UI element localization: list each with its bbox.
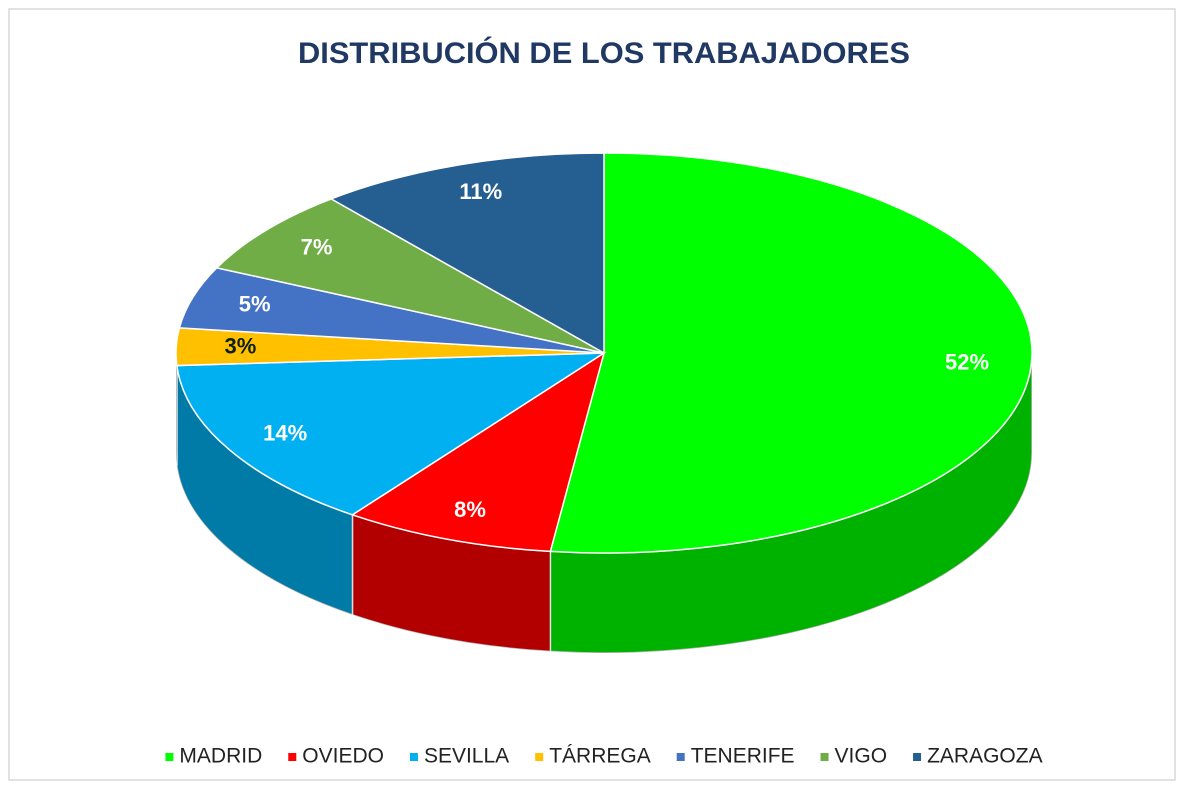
data-labels: 52% 8% 14% 3% 5% 7% 11% [224, 179, 989, 522]
slice [350, 351, 606, 553]
data-label: 52% [945, 349, 989, 374]
legend-label: OVIEDO [302, 745, 384, 768]
data-label: 8% [454, 497, 486, 522]
legend-swatch [535, 753, 544, 761]
legend-swatch [288, 753, 297, 761]
slice [215, 198, 605, 354]
legend: MADRID OVIEDO SEVILLA TÁRREGA TENERIFE VIGO ZA… [165, 745, 1043, 768]
legend-swatch [409, 753, 418, 761]
legend-label: MADRID [179, 745, 262, 768]
slice [549, 152, 1033, 554]
data-label: 14% [263, 421, 307, 446]
chart-title: DISTRIBUCIÓN DE LOS TRABAJADORES [298, 36, 910, 70]
legend-label: TENERIFE [691, 745, 795, 768]
slice-side-shade [176, 353, 177, 466]
legend-label: TÁRREGA [549, 745, 651, 768]
legend-label: VIGO [835, 745, 888, 768]
slice-side-shade [352, 514, 551, 652]
legend-swatch [165, 753, 174, 761]
legend-label: SEVILLA [424, 745, 509, 768]
slice-side-shade [550, 353, 1032, 653]
legend-label: ZARAGOZA [927, 745, 1043, 768]
legend-swatch [913, 753, 922, 761]
slice [175, 352, 607, 516]
legend-swatch [820, 753, 829, 761]
pie-tops [175, 152, 1033, 554]
data-label: 11% [459, 179, 502, 204]
data-label: 7% [301, 235, 333, 260]
slice [329, 152, 605, 355]
legend-swatch [676, 753, 685, 761]
slice-side-shade [176, 365, 353, 615]
data-label: 3% [224, 333, 256, 358]
data-label: 5% [239, 291, 271, 316]
